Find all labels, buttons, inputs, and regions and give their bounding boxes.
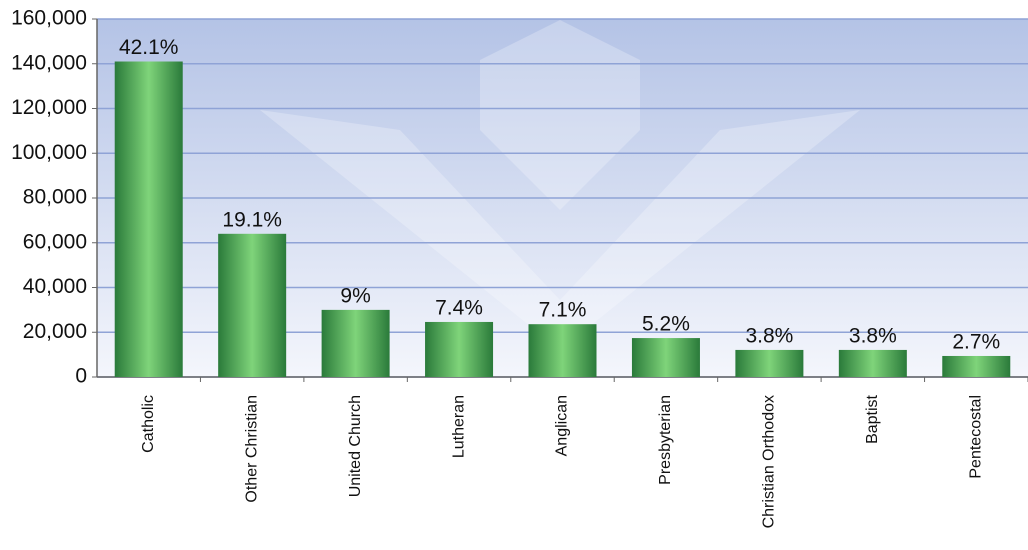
x-tick-label: United Church	[347, 395, 364, 497]
x-tick-label: Baptist	[864, 394, 881, 443]
x-tick-label: Pentecostal	[967, 395, 984, 479]
y-tick-label: 80,000	[23, 186, 87, 209]
y-tick-label: 20,000	[23, 320, 87, 343]
bar-label: 3.8%	[849, 324, 897, 347]
x-tick-label: Catholic	[140, 395, 157, 453]
bar-label: 2.7%	[952, 331, 1000, 354]
bar-label: 9%	[340, 284, 370, 307]
bar-label: 19.1%	[222, 208, 282, 231]
bar-label: 3.8%	[745, 324, 793, 347]
bar	[735, 349, 804, 377]
bar-label: 5.2%	[642, 313, 690, 336]
bar-label: 42.1%	[119, 36, 179, 59]
y-tick-label: 120,000	[11, 96, 87, 119]
x-tick-label: Lutheran	[450, 395, 467, 458]
bar	[942, 355, 1011, 377]
x-tick-label: Christian Orthodox	[761, 395, 778, 528]
bar	[218, 233, 287, 377]
bar	[425, 321, 494, 377]
watermark	[260, 20, 860, 350]
bar	[114, 61, 183, 377]
y-tick-label: 0	[75, 365, 87, 388]
x-tick-label: Other Christian	[243, 395, 260, 503]
y-tick-label: 60,000	[23, 230, 87, 253]
y-tick-label: 40,000	[23, 275, 87, 298]
y-tick-label: 140,000	[11, 51, 87, 74]
bar-label: 7.4%	[435, 297, 483, 320]
bar	[838, 349, 907, 377]
bar	[321, 309, 390, 377]
bar-label: 7.1%	[539, 299, 587, 322]
bar	[631, 338, 700, 377]
x-tick-label: Anglican	[554, 395, 571, 456]
x-tick-label: Presbyterian	[657, 395, 674, 485]
y-tick-label: 100,000	[11, 141, 87, 164]
bar	[528, 324, 597, 377]
y-tick-label: 160,000	[11, 7, 87, 30]
